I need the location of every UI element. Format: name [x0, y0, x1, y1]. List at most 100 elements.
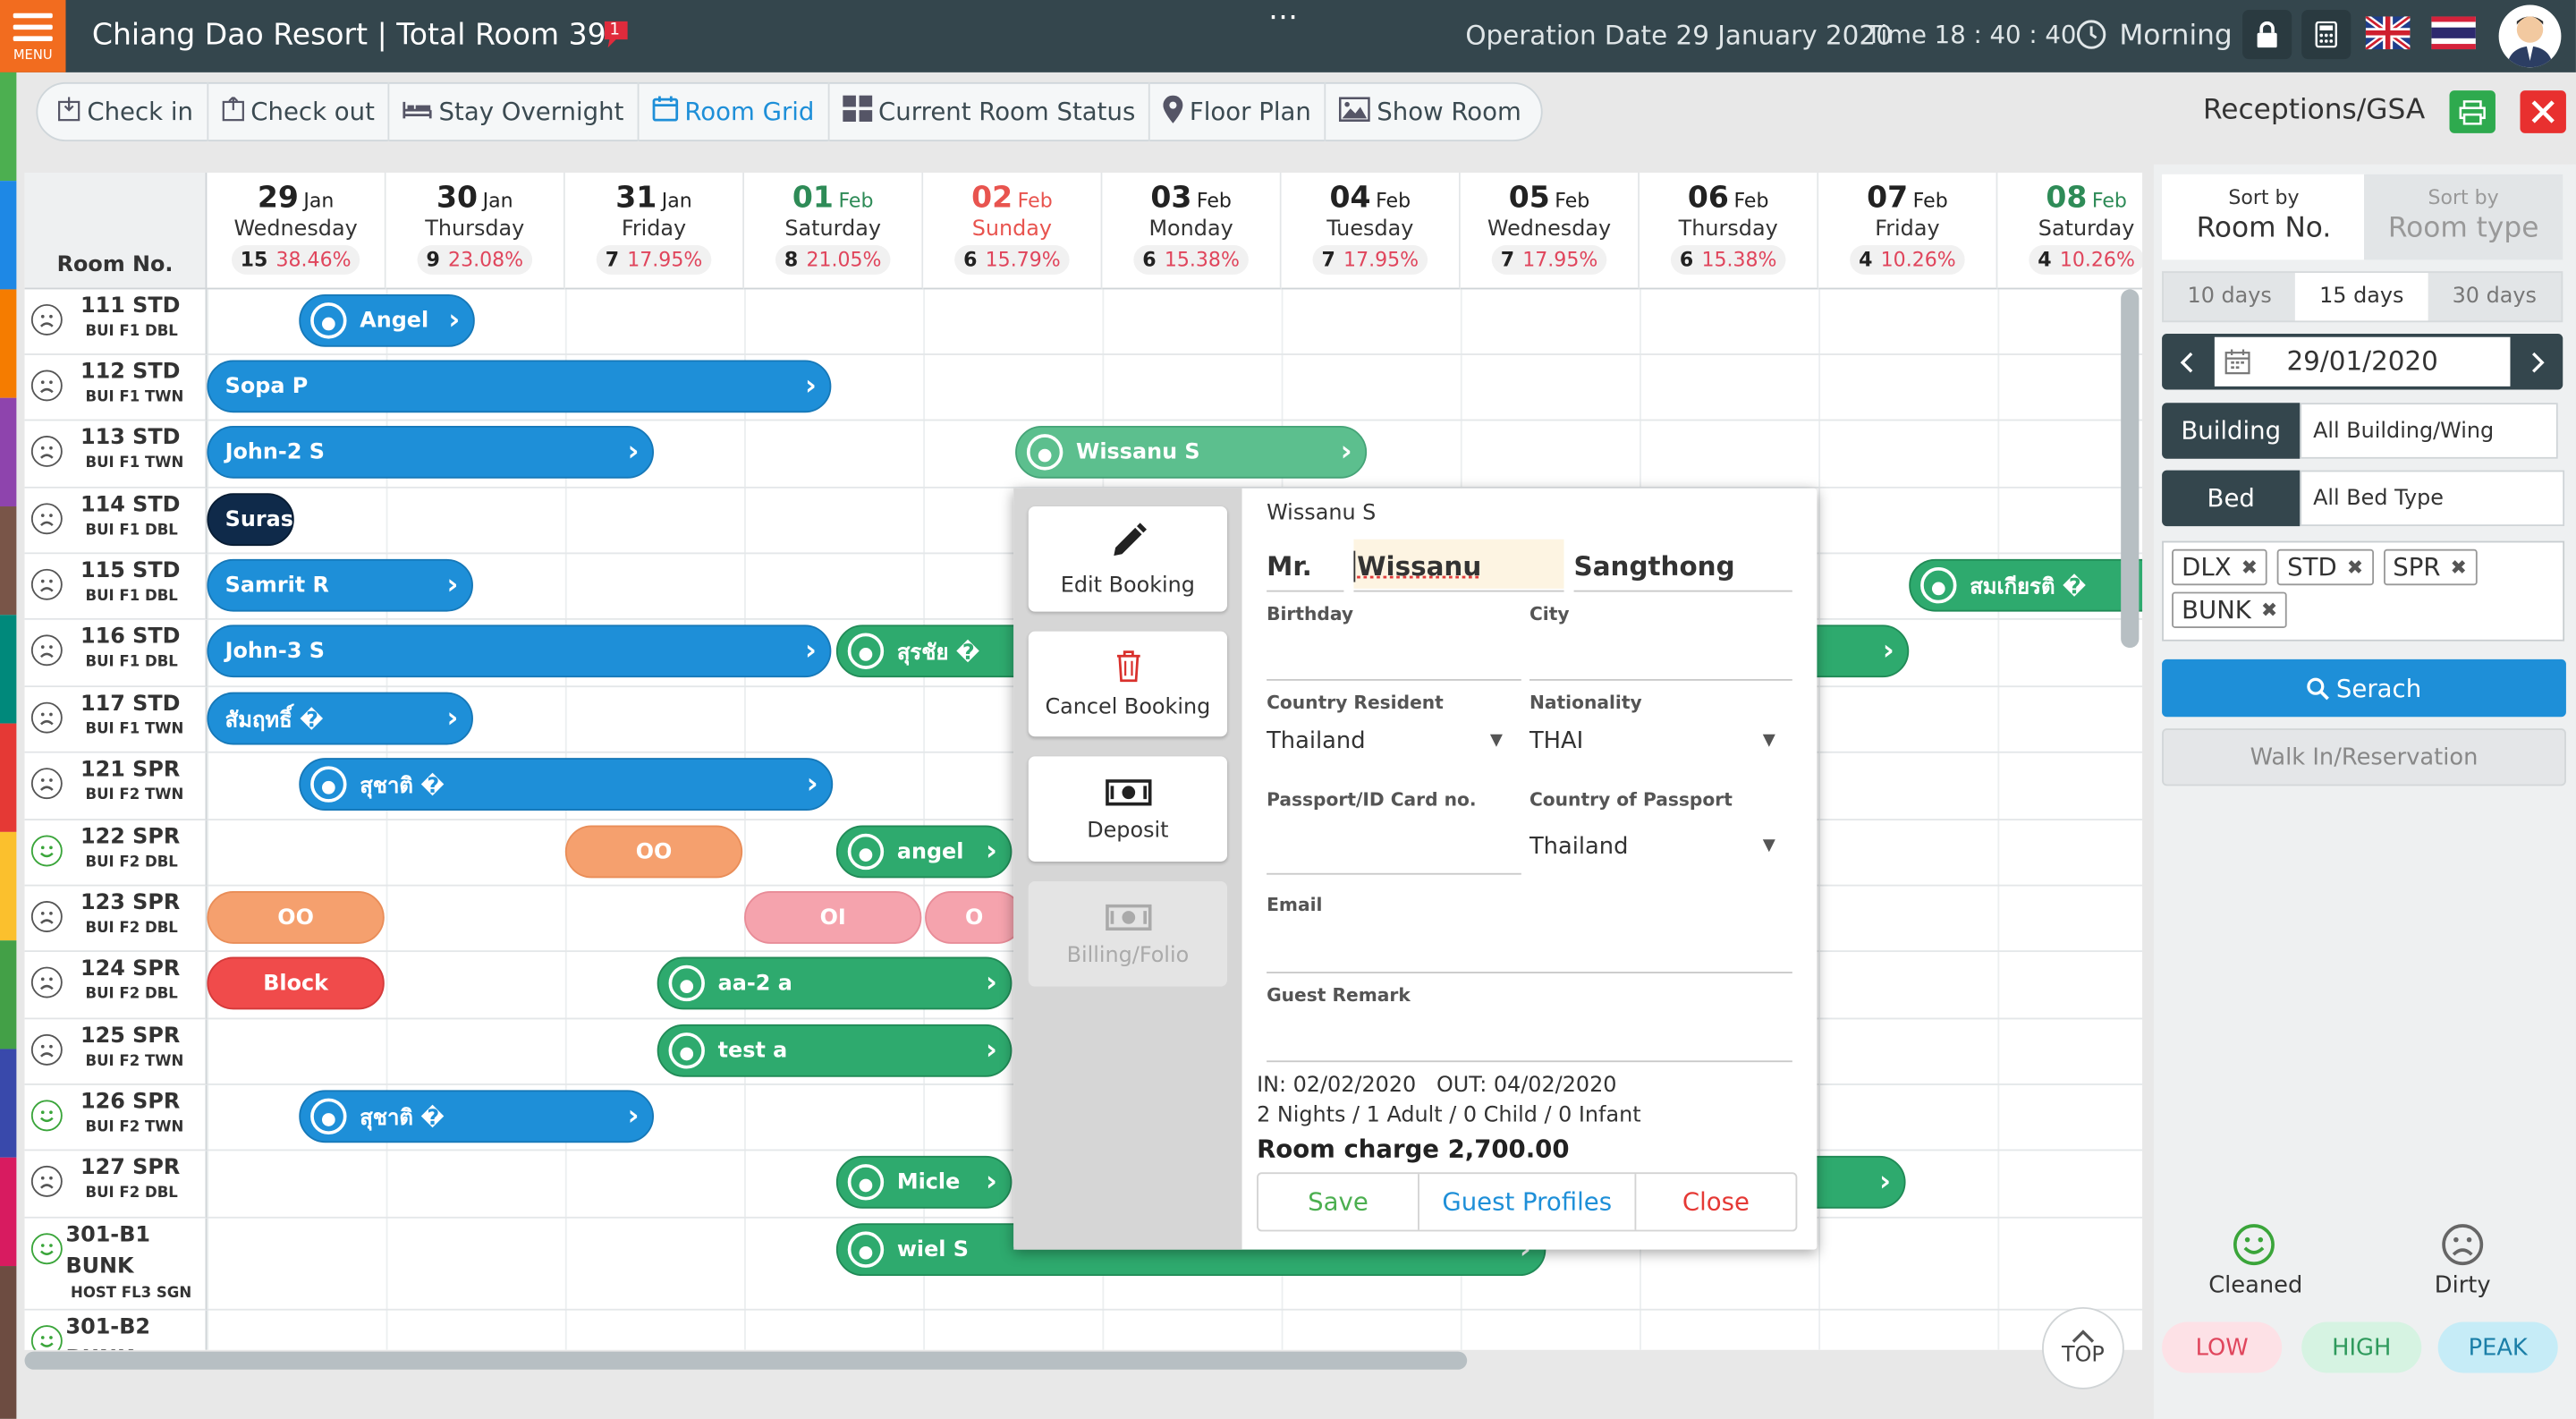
booking-bar[interactable]: OO [207, 891, 385, 944]
booking-bar[interactable]: Wissanu S › [1015, 425, 1368, 479]
range-30-days[interactable]: 30 days [2452, 284, 2537, 310]
nationality-select[interactable]: THAI [1529, 728, 1584, 755]
last-name-field[interactable]: Sangthong [1573, 550, 1735, 582]
close-button[interactable]: Close [1682, 1186, 1750, 1217]
booking-bar[interactable]: Angel › [299, 293, 475, 347]
booking-bar[interactable]: Samrit R › [207, 558, 473, 612]
deposit-button[interactable]: Deposit [1028, 756, 1228, 862]
booking-bar[interactable]: สุชาติ � › [299, 1090, 655, 1143]
booking-guest: test a [717, 1038, 788, 1064]
booking-bar[interactable]: OO [564, 825, 743, 879]
guest-profiles-button[interactable]: Guest Profiles [1419, 1174, 1637, 1230]
close-app-button[interactable] [2520, 90, 2566, 133]
sort-room-no-button[interactable]: Sort by Room No. [2162, 174, 2366, 260]
range-15-days[interactable]: 15 days [2295, 273, 2428, 321]
booking-bar[interactable]: aa-2 a › [657, 956, 1013, 1010]
room-grid-tab[interactable]: Room Grid [639, 81, 829, 142]
bed-select[interactable]: All Bed Type [2300, 470, 2565, 527]
birthday-field[interactable] [1267, 636, 1521, 672]
room-type: BUI F1 TWN [85, 455, 184, 472]
passport-field[interactable] [1267, 827, 1521, 862]
room-row-header[interactable]: 112 STD BUI F1 TWN [24, 354, 208, 421]
scroll-top-button[interactable]: TOP [2042, 1306, 2124, 1389]
remove-tag-icon[interactable]: ✖ [2346, 556, 2364, 579]
lock-icon[interactable] [2242, 10, 2292, 60]
room-row-header[interactable]: 115 STD BUI F1 DBL [24, 554, 208, 620]
show-room-button[interactable]: Show Room [1326, 82, 1534, 141]
billing-folio-button[interactable]: Billing/Folio [1028, 881, 1228, 987]
print-button[interactable] [2449, 90, 2496, 133]
range-10-days[interactable]: 10 days [2187, 284, 2272, 310]
horizontal-scrollbar[interactable] [24, 1351, 1468, 1370]
room-row-header[interactable]: 111 STD BUI F1 DBL [24, 289, 208, 355]
room-row-header[interactable]: 301-B2 BUNK [24, 1310, 208, 1350]
guest-remark-field[interactable] [1267, 1018, 1792, 1054]
booking-bar[interactable]: Sopa P › [207, 360, 832, 413]
remove-tag-icon[interactable]: ✖ [2241, 556, 2258, 579]
search-button[interactable]: Serach [2162, 659, 2566, 718]
room-row-header[interactable]: 116 STD BUI F1 DBL [24, 619, 208, 688]
thai-flag-icon[interactable] [2431, 16, 2476, 50]
booking-bar[interactable]: test a › [657, 1024, 1013, 1077]
current-room-status-button[interactable]: Current Room Status [829, 81, 1150, 142]
range-selector: 10 days 15 days 30 days [2162, 271, 2563, 323]
calculator-icon[interactable] [2301, 10, 2351, 60]
country-resident-select[interactable]: Thailand [1267, 728, 1366, 755]
booking-bar[interactable]: Micle › [835, 1155, 1013, 1209]
check-out-button[interactable]: Check out [208, 81, 390, 142]
prev-date-button[interactable] [2162, 334, 2211, 389]
room-row-header[interactable]: 122 SPR BUI F2 DBL [24, 820, 208, 887]
guest-title-field[interactable]: Mr. [1267, 550, 1312, 582]
check-in-button[interactable]: Check in [45, 81, 208, 142]
room-type: BUI F1 DBL [85, 588, 178, 606]
booking-bar[interactable]: O [925, 891, 1024, 944]
booking-bar[interactable]: John-3 S › [207, 625, 832, 678]
room-row-header[interactable]: 121 SPR BUI F2 TWN [24, 752, 208, 821]
remove-tag-icon[interactable]: ✖ [2260, 598, 2278, 622]
edit-booking-button[interactable]: Edit Booking [1028, 506, 1228, 612]
room-row-header[interactable]: 125 SPR BUI F2 TWN [24, 1019, 208, 1085]
booking-bar[interactable]: Suras [207, 493, 294, 547]
user-avatar[interactable] [2498, 4, 2562, 68]
country-passport-select[interactable]: Thailand [1529, 833, 1629, 861]
menu-button[interactable]: MENU [0, 0, 66, 72]
room-row-header[interactable]: 117 STD BUI F1 TWN [24, 687, 208, 753]
room-row-header[interactable]: 127 SPR BUI F2 DBL [24, 1151, 208, 1219]
email-field[interactable] [1267, 929, 1792, 964]
save-button[interactable]: Save [1258, 1174, 1419, 1230]
building-select[interactable]: All Building/Wing [2300, 403, 2558, 459]
notification-badge[interactable]: 1 [599, 18, 632, 51]
room-row-header[interactable]: 124 SPR BUI F2 DBL [24, 952, 208, 1020]
room-row-header[interactable]: 126 SPR BUI F2 TWN [24, 1084, 208, 1151]
room-type-tags[interactable]: DLX ✖ STD ✖ SPR ✖ BUNK ✖ [2162, 540, 2565, 642]
booking-bar[interactable]: angel › [835, 825, 1013, 879]
sort-room-type-button[interactable]: Sort by Room type [2364, 174, 2563, 260]
booking-bar[interactable]: สุชาติ � › [299, 758, 834, 811]
date-field[interactable]: 29/01/2020 [2214, 336, 2511, 387]
walk-in-reservation-button[interactable]: Walk In/Reservation [2162, 728, 2566, 786]
room-row-header[interactable]: 113 STD BUI F1 TWN [24, 421, 208, 489]
room-type-tag[interactable]: BUNK ✖ [2172, 591, 2288, 629]
floor-plan-button[interactable]: Floor Plan [1150, 81, 1326, 142]
booking-bar[interactable]: OI [744, 891, 922, 944]
uk-flag-icon[interactable] [2363, 13, 2412, 53]
city-field[interactable] [1530, 636, 1792, 672]
room-row-header[interactable]: 114 STD BUI F1 DBL [24, 488, 208, 555]
booking-bar[interactable]: สมเกียรติ � [1909, 558, 2143, 612]
stay-overnight-button[interactable]: Stay Overnight [389, 81, 639, 142]
date-day: 04 [1329, 181, 1371, 216]
next-date-button[interactable] [2513, 334, 2563, 389]
room-type-tag[interactable]: SPR ✖ [2383, 548, 2478, 586]
more-icon[interactable]: ⋯ [1267, 0, 1298, 35]
booking-bar[interactable]: สัมฤทธิ์ � › [207, 692, 473, 745]
booking-bar[interactable]: John-2 S › [207, 425, 655, 479]
room-row-header[interactable]: 123 SPR BUI F2 DBL [24, 886, 208, 953]
booking-bar[interactable]: Block [207, 956, 385, 1010]
vertical-scrollbar[interactable] [2121, 289, 2140, 649]
room-type-tag[interactable]: STD ✖ [2277, 548, 2374, 586]
room-type-tag[interactable]: DLX ✖ [2172, 548, 2268, 586]
first-name-field[interactable]: Wissanu [1353, 550, 1481, 582]
cancel-booking-button[interactable]: Cancel Booking [1028, 631, 1228, 737]
room-row-header[interactable]: 301-B1 BUNK HOST FL3 SGN [24, 1218, 208, 1311]
remove-tag-icon[interactable]: ✖ [2450, 556, 2468, 579]
